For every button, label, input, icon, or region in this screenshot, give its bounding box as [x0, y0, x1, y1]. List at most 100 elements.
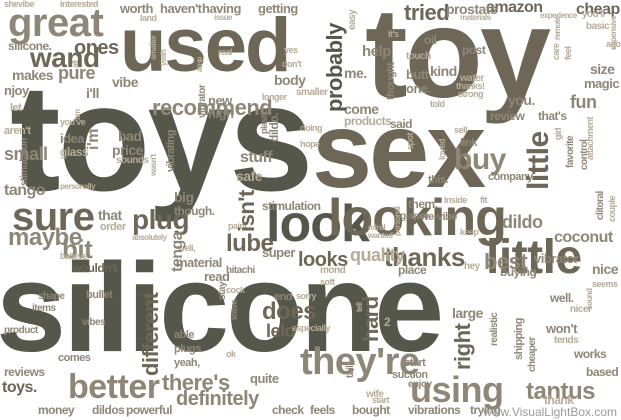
word-experience: experience	[540, 11, 577, 20]
word-dildo: dildo	[502, 212, 543, 232]
word-cock: cock	[226, 285, 245, 295]
word-believe: believe	[60, 251, 88, 261]
word-care: care	[551, 43, 561, 60]
word-silicone-dot: silicone.	[8, 39, 52, 53]
word-easy: easy	[347, 9, 358, 30]
word-smaller: smaller	[296, 87, 328, 98]
word-inside: inside	[444, 195, 468, 205]
word-review: review	[490, 109, 525, 123]
word-absolutely: absolutely	[132, 233, 167, 242]
word-check: check	[272, 403, 304, 417]
word-link: link	[460, 137, 477, 149]
word-help: help	[362, 43, 391, 60]
word-paint: paint	[228, 221, 248, 231]
word-thanks: thanks	[384, 242, 465, 272]
word-personally: personally	[60, 182, 96, 191]
word-thought: thought	[385, 62, 397, 100]
word-looking: looking	[328, 189, 507, 247]
word-soft: soft	[320, 277, 335, 287]
word-though: though.	[174, 204, 215, 218]
word-favorite: favorite	[565, 135, 576, 168]
word-plug: plug	[132, 204, 190, 235]
word-vibrator-vert: vibrator	[197, 84, 208, 118]
word-kind: kind	[430, 63, 457, 79]
word-thats: that's	[538, 109, 567, 123]
word-product: product	[4, 325, 38, 336]
word-ones: ones	[74, 37, 119, 59]
word-arent: aren't	[4, 125, 31, 137]
word-sell: sell	[454, 125, 468, 135]
word-material: material	[176, 255, 222, 270]
word-small: small	[4, 144, 48, 164]
word-wont: won't	[546, 321, 577, 336]
word-look: look	[266, 195, 370, 253]
word-quite: quite	[250, 371, 279, 386]
word-attachment: attachment	[585, 116, 595, 160]
word-bit2: 2	[384, 315, 391, 329]
word-stimulation-vert: stimulation	[19, 138, 30, 186]
word-let: let	[10, 102, 22, 114]
word-them: them.	[408, 197, 438, 211]
word-told: told	[430, 99, 445, 109]
word-cheap: cheap	[576, 1, 620, 18]
word-toys: toys	[10, 53, 314, 223]
word-strong: strong	[458, 89, 484, 99]
word-using: using	[410, 369, 504, 410]
word-land: land	[140, 13, 157, 23]
word-doing: doing	[300, 123, 323, 133]
word-theres: there's	[162, 370, 230, 395]
word-read: read	[204, 269, 230, 284]
word-makes: makes	[12, 67, 54, 83]
word-njoy: njoy	[4, 83, 29, 98]
word-feel: feel	[563, 46, 573, 60]
word-you: you.	[508, 92, 535, 108]
word-company: company	[488, 171, 533, 183]
word-suction: suction	[392, 369, 428, 381]
word-magic: magic	[584, 76, 620, 91]
word-items: items	[32, 303, 56, 314]
word-shevibe: shevibe	[4, 0, 35, 9]
word-post: post	[462, 43, 486, 57]
word-expensive: expensive	[609, 15, 618, 50]
word-idea: idea	[60, 131, 85, 146]
word-body: body	[274, 72, 306, 88]
word-keep: keep	[460, 227, 479, 237]
word-mond: mond	[320, 265, 346, 276]
word-tried: tried	[404, 0, 450, 25]
word-having: having	[202, 1, 241, 16]
word-interested: interested	[60, 0, 99, 9]
word-size: size	[590, 61, 615, 77]
word-real: real	[218, 47, 233, 57]
word-yeah2: yeah	[159, 49, 168, 66]
word-wevibe: we-vibe	[420, 211, 457, 223]
word-well2: well,	[178, 243, 196, 253]
word-comes: comes	[58, 352, 91, 364]
watermark[interactable]: www.VisualLightBox.com	[483, 405, 617, 419]
word-this: this.	[428, 174, 449, 186]
word-leave: leave	[229, 299, 239, 320]
word-great: great	[8, 1, 104, 45]
word-vibrations: vibrations	[408, 403, 461, 417]
word-theyre: they're	[300, 341, 420, 383]
word-im: i'm	[85, 129, 102, 150]
word-coconut: coconut	[554, 229, 613, 246]
word-used: used	[120, 3, 291, 88]
word-basic: basic	[586, 21, 610, 32]
word-me: me.	[344, 65, 367, 81]
word-nicer: nicer	[570, 304, 592, 315]
word-tell: tell	[355, 302, 364, 312]
word-getting: getting	[258, 1, 298, 16]
word-tango: tango	[4, 182, 46, 199]
word-best: best	[484, 249, 528, 274]
word-silicone: silicone	[0, 237, 444, 378]
word-issue: issue	[214, 13, 232, 22]
word-order: order	[100, 221, 126, 233]
word-tail: tail	[345, 365, 356, 378]
word-buy: buy	[454, 143, 506, 176]
word-right: right	[450, 323, 475, 370]
word-couple: couple	[607, 195, 617, 222]
word-wand: wand	[30, 42, 100, 73]
word-youll: you'll	[582, 9, 605, 20]
word-hey: hey	[464, 261, 480, 272]
